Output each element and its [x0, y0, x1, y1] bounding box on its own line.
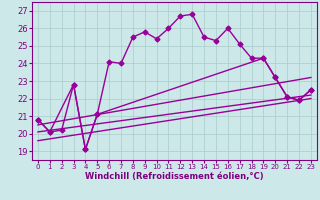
X-axis label: Windchill (Refroidissement éolien,°C): Windchill (Refroidissement éolien,°C) — [85, 172, 264, 181]
